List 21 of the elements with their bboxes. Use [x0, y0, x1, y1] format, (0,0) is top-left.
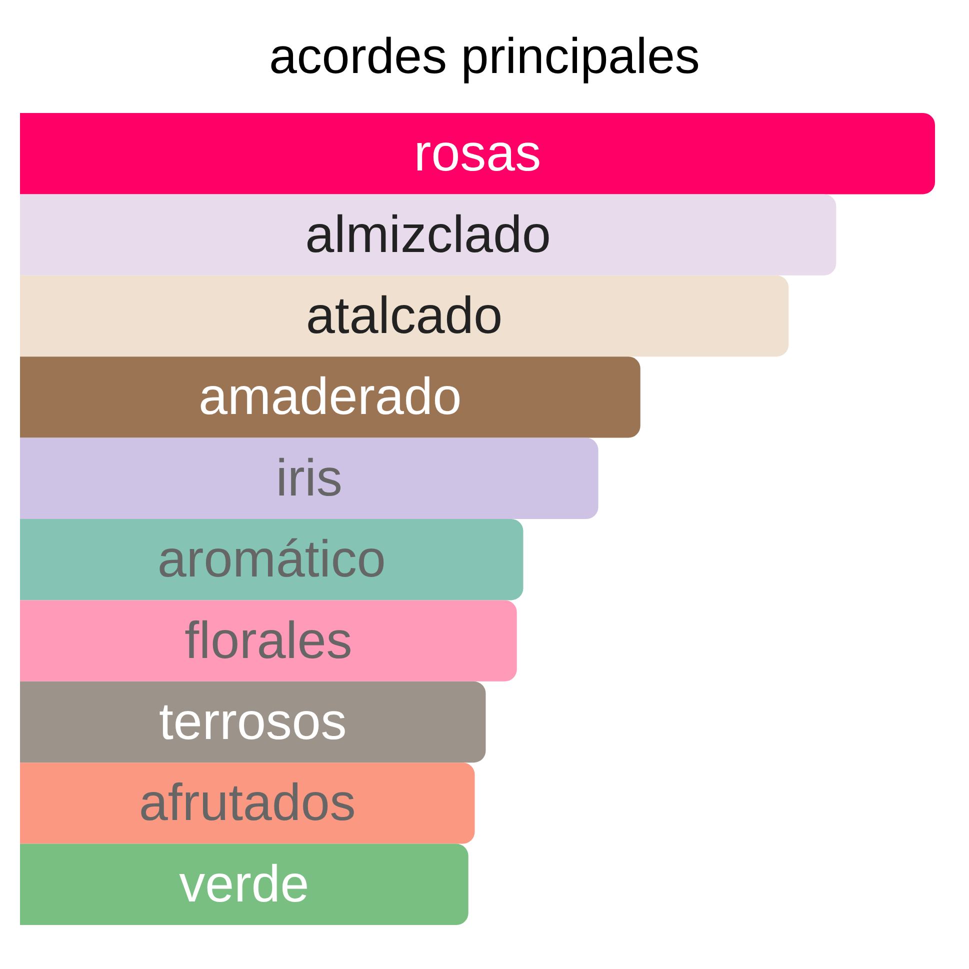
bar: [20, 356, 640, 438]
bar: [20, 438, 598, 519]
y-tick-label: rosas: [414, 124, 542, 183]
bar: [20, 844, 468, 925]
y-tick-label: iris: [276, 449, 342, 508]
bar: [20, 275, 789, 357]
bar: [20, 600, 517, 682]
y-tick-label: almizclado: [305, 206, 551, 264]
y-tick-label: afrutados: [138, 774, 356, 832]
y-tick-label: verde: [179, 855, 310, 914]
bar: [20, 113, 935, 194]
bar: [20, 681, 486, 763]
y-tick-label: florales: [184, 612, 352, 670]
chart-title: acordes principales: [269, 28, 700, 84]
y-tick-label: aromático: [157, 530, 386, 589]
bar: [20, 762, 475, 844]
bar: [20, 194, 836, 276]
y-tick-label: amaderado: [198, 368, 462, 426]
y-tick-label: atalcado: [306, 287, 503, 345]
y-tick-label: terrosos: [158, 693, 347, 751]
bar: [20, 519, 524, 600]
